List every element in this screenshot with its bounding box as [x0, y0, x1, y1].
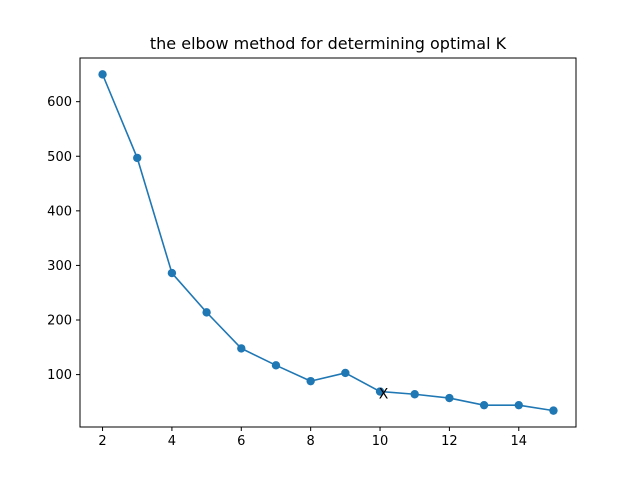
data-point: [237, 344, 246, 353]
data-point: [549, 406, 558, 415]
y-tick-label: 100: [47, 368, 72, 383]
data-point: [306, 376, 315, 386]
data-point: [514, 400, 523, 410]
data-point: [98, 70, 107, 79]
y-tick-label: 400: [47, 204, 72, 219]
data-point: [271, 361, 281, 370]
x-tick-label: 4: [168, 434, 176, 449]
series-layer: [98, 70, 558, 415]
x-tick-label: 6: [237, 434, 245, 449]
y-tick-label: 300: [47, 259, 72, 274]
data-point: [202, 308, 211, 317]
data-point: [167, 268, 177, 278]
y-tick-label: 600: [47, 95, 72, 110]
y-tick-label: 200: [47, 314, 72, 329]
x-tick-label: 8: [307, 434, 315, 449]
x-tick-label: 12: [441, 434, 458, 449]
annotation-layer: X: [379, 387, 389, 403]
ticks-layer: 2 4 6 8 10 12 14 100 200 300 400 500 600: [47, 95, 527, 449]
data-point: [410, 390, 419, 399]
chart-title: the elbow method for determining optimal…: [150, 34, 507, 53]
series-line: [101, 74, 554, 412]
data-point: [133, 153, 142, 163]
x-tick-label: 2: [98, 434, 106, 449]
data-point: [479, 400, 489, 410]
data-point: [445, 393, 454, 403]
y-tick-label: 500: [47, 150, 72, 165]
data-point: [341, 368, 350, 378]
plot-area-frame: [79, 57, 577, 428]
x-tick-label: 14: [510, 434, 527, 449]
data-point: [375, 387, 385, 396]
annotation-marker: X: [379, 387, 389, 403]
x-tick-label: 10: [372, 434, 389, 449]
